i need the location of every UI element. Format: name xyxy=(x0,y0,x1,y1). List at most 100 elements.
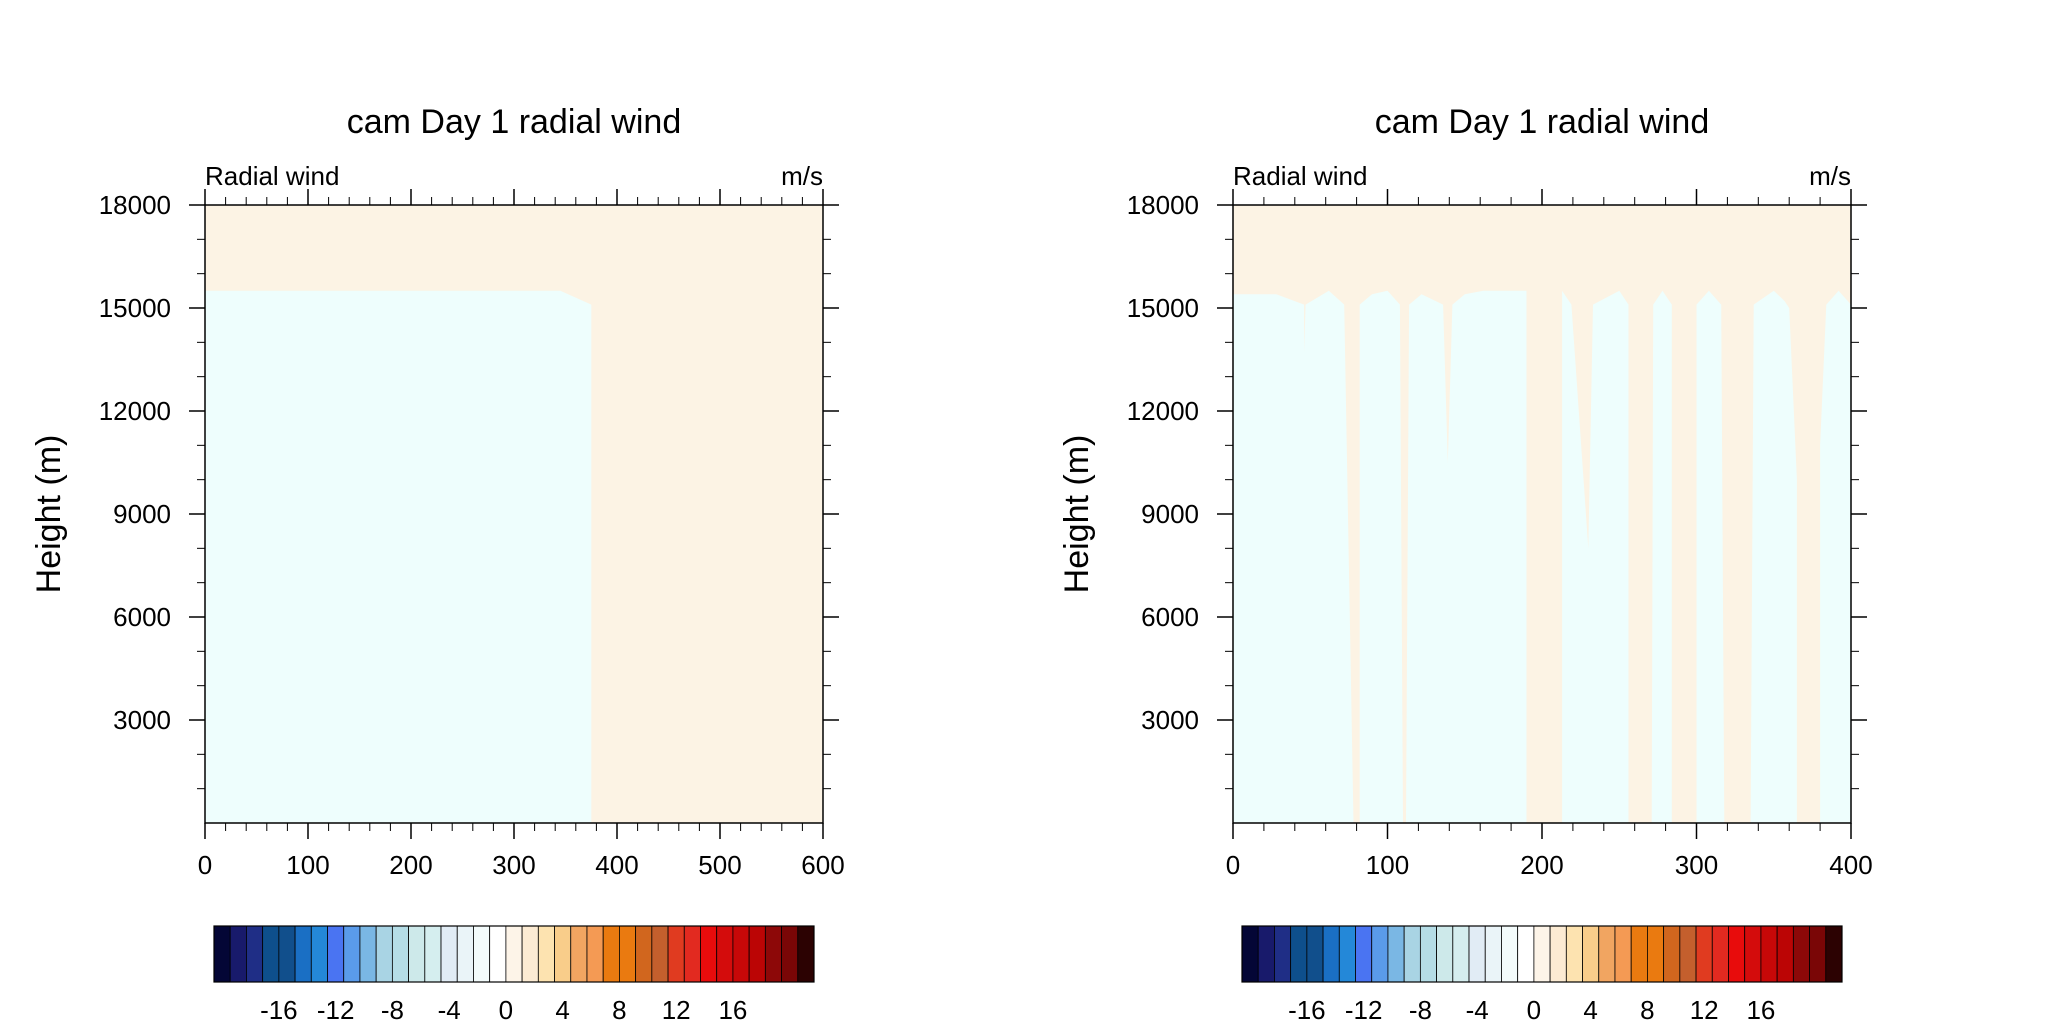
x-tick-label: 600 xyxy=(801,850,844,880)
colorbar-box xyxy=(602,925,620,983)
colorbar: -16 -12 -8 -4 0 4 8 12 16 xyxy=(213,925,815,1024)
colorbar-box xyxy=(408,925,426,983)
colorbar-box xyxy=(1274,925,1292,983)
colorbar-box xyxy=(1322,925,1340,983)
colorbar-box xyxy=(1647,925,1665,983)
colorbar-box xyxy=(797,925,815,983)
colorbar-box xyxy=(327,925,345,983)
negative-wind-region-5 xyxy=(1651,290,1672,823)
colorbar-box xyxy=(375,925,393,983)
colorbar-box xyxy=(1711,925,1729,983)
negative-wind-region-1 xyxy=(1233,290,1354,823)
units-string: m/s xyxy=(1809,161,1851,191)
y-tick-label: 9000 xyxy=(1141,499,1199,529)
colorbar-box xyxy=(343,925,361,983)
colorbar-label: 12 xyxy=(662,995,691,1024)
colorbar-box xyxy=(1728,925,1746,983)
y-tick-label: 6000 xyxy=(113,602,171,632)
colorbar-box xyxy=(748,925,766,983)
x-tick-label: 200 xyxy=(389,850,432,880)
colorbar-box xyxy=(764,925,782,983)
colorbar-label: 4 xyxy=(555,995,569,1024)
colorbar-label: -4 xyxy=(1466,995,1489,1024)
y-tick-label: 9000 xyxy=(113,499,171,529)
colorbar-box xyxy=(700,925,718,983)
colorbar-box xyxy=(1695,925,1713,983)
colorbar-box xyxy=(1663,925,1681,983)
negative-wind-region-6 xyxy=(1696,290,1725,823)
negative-wind-region-4 xyxy=(1562,290,1629,823)
colorbar-box xyxy=(1533,925,1551,983)
colorbar-label: -12 xyxy=(317,995,355,1024)
colorbar-box xyxy=(440,925,458,983)
y-axis-label: Height (m) xyxy=(1058,435,1096,594)
colorbar-label: -16 xyxy=(1288,995,1326,1024)
colorbar-box xyxy=(683,925,701,983)
colorbar-label: -16 xyxy=(260,995,298,1024)
colorbar-box xyxy=(586,925,604,983)
colorbar-box xyxy=(1517,925,1535,983)
negative-wind-region-1 xyxy=(205,290,592,823)
colorbar-label: 8 xyxy=(612,995,626,1024)
colorbar-box xyxy=(1468,925,1486,983)
y-tick-label: 15000 xyxy=(99,293,171,323)
colorbar-box xyxy=(1338,925,1356,983)
colorbar-box xyxy=(424,925,442,983)
colorbar-box xyxy=(781,925,799,983)
colorbar-box xyxy=(1387,925,1405,983)
x-tick-label: 0 xyxy=(1226,850,1240,880)
colorbar-box xyxy=(1419,925,1437,983)
chart-title: cam Day 1 radial wind xyxy=(1375,103,1709,141)
colorbar-box xyxy=(229,925,247,983)
colorbar-box xyxy=(1614,925,1632,983)
colorbar-box xyxy=(537,925,555,983)
x-tick-label: 400 xyxy=(595,850,638,880)
x-tick-label: 200 xyxy=(1520,850,1563,880)
colorbar-label: 0 xyxy=(499,995,513,1024)
left-string: Radial wind xyxy=(1233,161,1367,191)
colorbar-box xyxy=(294,925,312,983)
colorbar-box xyxy=(1630,925,1648,983)
colorbar: -16 -12 -8 -4 0 4 8 12 16 xyxy=(1241,925,1843,1024)
colorbar-box xyxy=(1760,925,1778,983)
colorbar-label: -4 xyxy=(438,995,461,1024)
colorbar-label: 0 xyxy=(1527,995,1541,1024)
x-tick-label: 400 xyxy=(1829,850,1872,880)
y-tick-label: 3000 xyxy=(1141,705,1199,735)
colorbar-box xyxy=(1598,925,1616,983)
colorbar-box xyxy=(1403,925,1421,983)
colorbar-label: -8 xyxy=(1409,995,1432,1024)
negative-wind-region-8 xyxy=(1820,290,1851,823)
colorbar-frame xyxy=(213,925,815,983)
x-tick-label: 300 xyxy=(1675,850,1718,880)
colorbar-label: 4 xyxy=(1583,995,1597,1024)
colorbar-box xyxy=(489,925,507,983)
colorbar-box xyxy=(667,925,685,983)
colorbar-box xyxy=(456,925,474,983)
units-string: m/s xyxy=(781,161,823,191)
colorbar-box xyxy=(1582,925,1600,983)
colorbar-box xyxy=(1241,925,1259,983)
colorbar-box xyxy=(1436,925,1454,983)
colorbar-box xyxy=(619,925,637,983)
colorbar-box xyxy=(1679,925,1697,983)
colorbar-box xyxy=(716,925,734,983)
colorbar-frame xyxy=(1241,925,1843,983)
colorbar-box xyxy=(278,925,296,983)
colorbar-box xyxy=(1549,925,1567,983)
colorbar-label: -12 xyxy=(1345,995,1383,1024)
x-tick-label: 300 xyxy=(492,850,535,880)
x-tick-label: 100 xyxy=(286,850,329,880)
colorbar-box xyxy=(1355,925,1373,983)
colorbar-box xyxy=(246,925,264,983)
colorbar-box xyxy=(473,925,491,983)
chart-panel-2: 0 100 200 300 400 3000 6000 9000 12000 15000 18000… xyxy=(1058,103,1873,1024)
colorbar-box xyxy=(1776,925,1794,983)
colorbar-label: 12 xyxy=(1690,995,1719,1024)
y-tick-label: 3000 xyxy=(113,705,171,735)
colorbar-box xyxy=(359,925,377,983)
left-string: Radial wind xyxy=(205,161,339,191)
colorbar-box xyxy=(310,925,328,983)
colorbar-label: 16 xyxy=(1746,995,1775,1024)
